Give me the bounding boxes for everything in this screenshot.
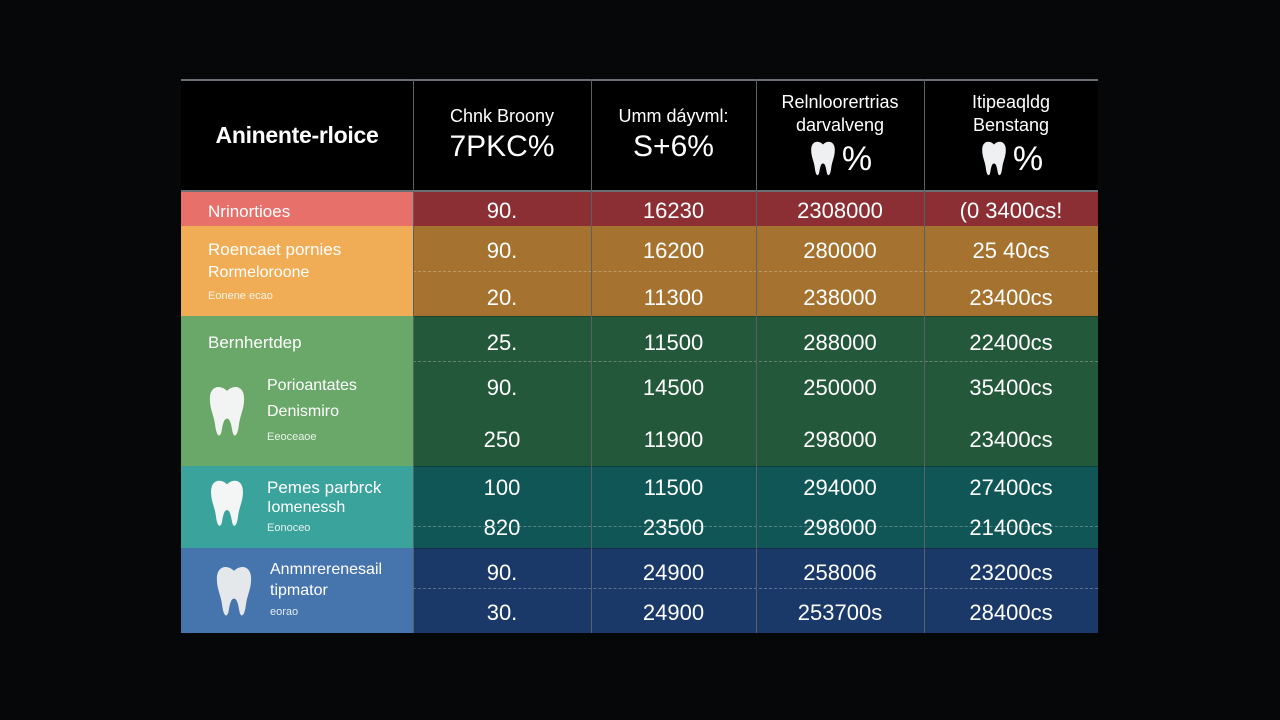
table-cell: (0 3400cs! — [959, 198, 1063, 223]
group-sublabel-green: Porioantates — [267, 377, 357, 394]
table-cell: 23500 — [642, 515, 705, 540]
tooth-icon — [811, 141, 835, 176]
band-orange-data-area — [413, 226, 1098, 316]
group-sublabel-blue: tipmator — [270, 582, 328, 599]
table-cell: 280000 — [803, 238, 877, 263]
group-note-orange: Eonene ecao — [208, 290, 273, 302]
table-cell: 11300 — [643, 285, 704, 310]
header-col-4-percent-sign: % — [1012, 140, 1044, 178]
table-cell: 90. — [486, 238, 518, 263]
grid-line — [591, 79, 592, 633]
header-title-cell: Aninente-rloice — [181, 79, 413, 191]
header-col-2-unit: S+6% — [633, 129, 714, 163]
data-table: Aninente-rloice Chnk Broony 7PKC% Umm dá… — [181, 79, 1098, 633]
table-cell: 24900 — [642, 560, 705, 585]
table-cell: 25. — [486, 330, 518, 355]
row-separator — [413, 548, 1098, 549]
header-col-4-label: Itipeaqldg — [971, 92, 1051, 112]
header-col-2: Umm dáyvml: S+6% — [591, 79, 756, 191]
table-cell: 298000 — [803, 427, 877, 452]
row-separator — [413, 271, 1098, 272]
group-label-orange: Roencaet pornies — [208, 240, 342, 259]
table-cell: 298000 — [803, 515, 877, 540]
header-col-3: Relnloorertrias darvalveng % — [756, 79, 924, 191]
table-cell: 288000 — [803, 330, 877, 355]
band-blue-data-area — [413, 548, 1098, 633]
table-cell: 90. — [486, 198, 518, 223]
grid-line — [413, 79, 414, 633]
group-sublabel-teal: Iomenessh — [267, 499, 346, 516]
grid-line — [756, 79, 757, 633]
table-cell: 90. — [486, 560, 518, 585]
table-cell: 258006 — [803, 560, 877, 585]
header-col-2-label: Umm dáyvml: — [618, 105, 729, 126]
grid-line — [924, 79, 925, 633]
table-cell: 11500 — [643, 330, 704, 355]
group-note-green: Eeoceaoe — [267, 431, 317, 443]
group-label-green: Bernhertdep — [208, 333, 302, 352]
tooth-icon — [982, 141, 1006, 176]
table-cell: 14500 — [642, 375, 705, 400]
table-header: Aninente-rloice Chnk Broony 7PKC% Umm dá… — [181, 79, 1098, 191]
table-cell: 820 — [483, 515, 521, 540]
table-cell: 20. — [486, 285, 518, 310]
table-cell: 35400cs — [969, 375, 1053, 400]
table-cell: 100 — [483, 475, 521, 500]
group-note-blue: eorao — [270, 606, 299, 618]
table-cell: 27400cs — [969, 475, 1053, 500]
table-cell: 21400cs — [969, 515, 1053, 540]
table-cell: 23400cs — [969, 285, 1053, 310]
header-title: Aninente-rloice — [215, 121, 379, 148]
table-cell: 16200 — [642, 238, 705, 263]
row-separator — [413, 466, 1098, 467]
row-separator — [413, 588, 1098, 589]
table-cell: 238000 — [803, 285, 877, 310]
header-col-4: Itipeaqldg Benstang % — [924, 79, 1098, 191]
grid-line — [181, 190, 1098, 192]
tooth-icon — [211, 480, 243, 526]
table-cell: 11500 — [643, 475, 704, 500]
tooth-icon — [209, 387, 245, 436]
group-sublabel2-green: Denismiro — [267, 403, 340, 420]
table-cell: 253700s — [797, 600, 883, 625]
header-col-4-percent: % — [979, 139, 1043, 179]
table-cell: 16230 — [642, 198, 705, 223]
table-cell: 250 — [483, 427, 521, 452]
group-label-red: Nrinortioes — [208, 202, 291, 221]
header-col-1-unit: 7PKC% — [449, 129, 555, 163]
table-cell: 30. — [486, 600, 518, 625]
row-separator — [413, 316, 1098, 317]
table-cell: 28400cs — [969, 600, 1053, 625]
group-label-teal: Pemes parbrck — [267, 478, 382, 497]
header-col-3-percent-sign: % — [841, 140, 873, 178]
header-col-3-percent: % — [808, 139, 872, 179]
group-sublabel-orange: Rormeloroone — [208, 264, 310, 281]
table-cell: 24900 — [642, 600, 705, 625]
grid-line — [181, 79, 1098, 81]
table-cell: 25 40cs — [972, 238, 1050, 263]
band-orange-label-area — [181, 226, 413, 316]
band-teal-data-area — [413, 466, 1098, 548]
band-red-label-area — [181, 191, 413, 226]
table-cell: 250000 — [803, 375, 877, 400]
header-col-1: Chnk Broony 7PKC% — [413, 79, 591, 191]
band-red-data-area — [413, 191, 1098, 226]
table-cell: 11900 — [643, 427, 704, 452]
table-cell: 90. — [486, 375, 518, 400]
header-col-3-sublabel: darvalveng — [795, 115, 885, 135]
header-col-4-sublabel: Benstang — [972, 115, 1050, 135]
tooth-icon — [216, 567, 252, 616]
row-separator — [413, 361, 1098, 362]
table-cell: 23200cs — [969, 560, 1053, 585]
row-separator — [413, 526, 1098, 527]
table-cell: 23400cs — [969, 427, 1053, 452]
table-cell: 294000 — [803, 475, 877, 500]
table-cell: 22400cs — [969, 330, 1053, 355]
group-label-blue: Anmnrerenesail — [270, 561, 383, 578]
header-col-1-label: Chnk Broony — [449, 105, 555, 126]
band-green-data-area — [413, 316, 1098, 466]
group-note-teal: Eonoceo — [267, 522, 311, 534]
table-cell: 2308000 — [797, 198, 883, 223]
header-col-3-label: Relnloorertrias — [781, 92, 899, 112]
